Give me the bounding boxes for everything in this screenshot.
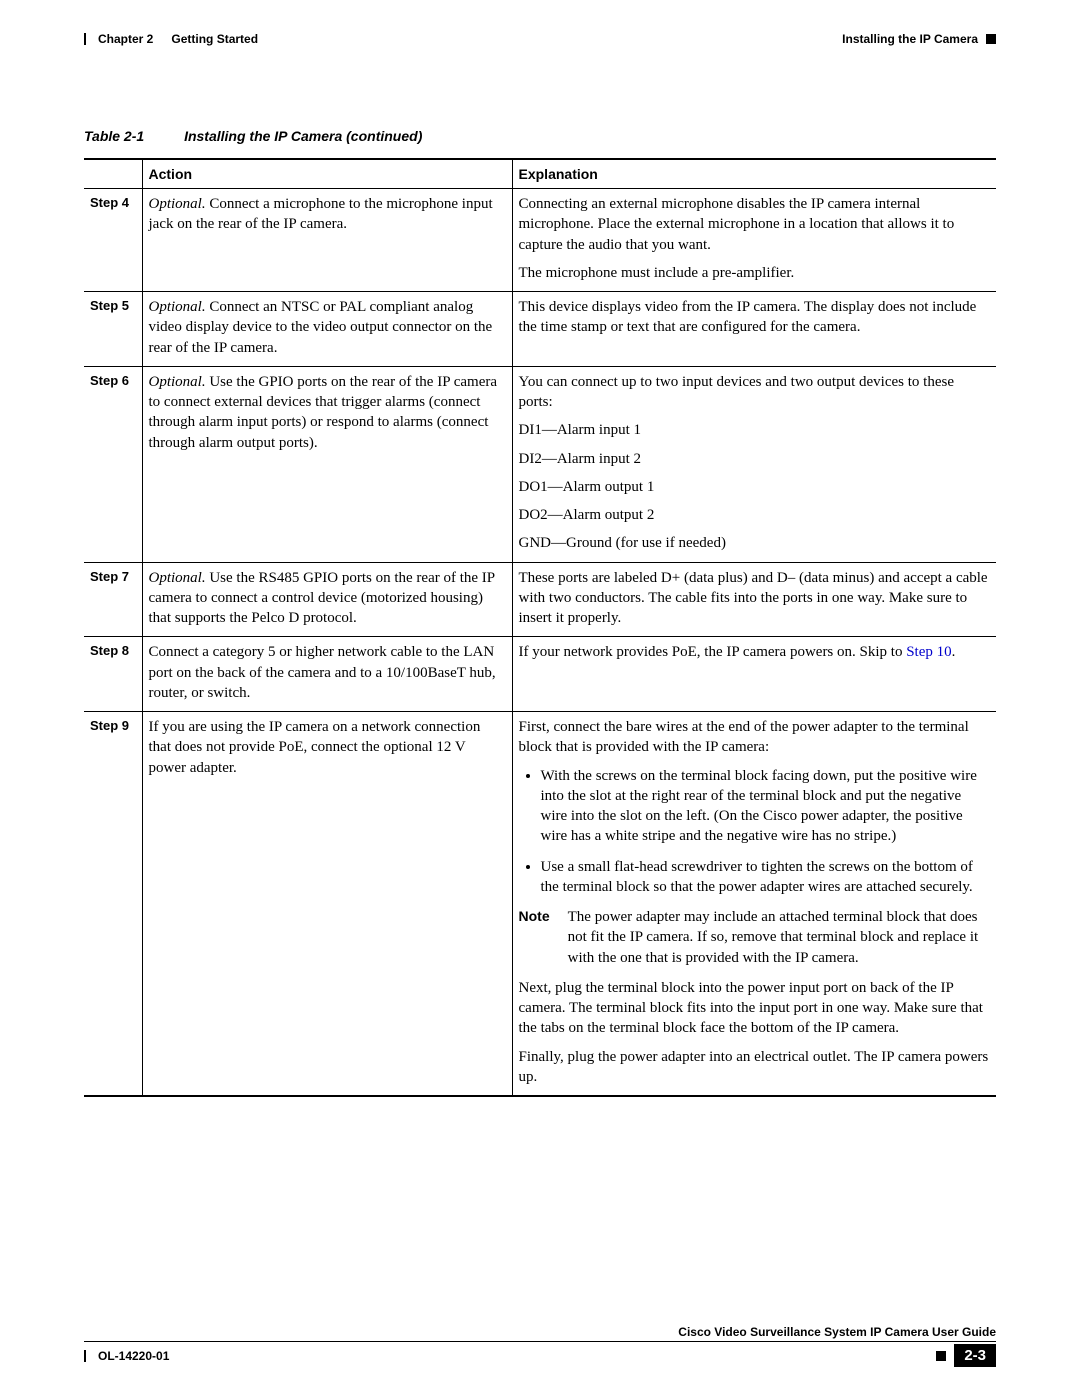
action-cell: Optional. Use the RS485 GPIO ports on th…	[142, 562, 512, 637]
explanation-text: .	[952, 644, 956, 660]
install-table: Action Explanation Step 4 Optional. Conn…	[84, 158, 996, 1097]
guide-title-text: Cisco Video Surveillance System IP Camer…	[678, 1325, 996, 1339]
optional-label: Optional.	[149, 374, 206, 390]
table-title: Installing the IP Camera (continued)	[184, 128, 422, 144]
step-link[interactable]: Step 10	[906, 644, 951, 660]
bullet-list: With the screws on the terminal block fa…	[519, 766, 991, 898]
optional-label: Optional.	[149, 570, 206, 586]
step-label: Step 7	[84, 562, 142, 637]
header-rule-left	[84, 33, 90, 45]
action-text: Connect a category 5 or higher network c…	[149, 644, 496, 701]
table-number: Table 2-1	[84, 128, 180, 144]
explanation-text: You can connect up to two input devices …	[519, 372, 991, 413]
col-explanation: Explanation	[512, 159, 996, 189]
step-label: Step 8	[84, 637, 142, 712]
note-text: The power adapter may include an attache…	[568, 907, 990, 968]
explanation-text: This device displays video from the IP c…	[519, 297, 991, 338]
header-mark-icon	[986, 34, 996, 44]
chapter-title: Getting Started	[161, 32, 258, 46]
footer-mark-icon	[936, 1351, 946, 1361]
action-cell: Connect a category 5 or higher network c…	[142, 637, 512, 712]
explanation-text: These ports are labeled D+ (data plus) a…	[519, 568, 991, 629]
step-label: Step 5	[84, 292, 142, 367]
explanation-cell: Connecting an external microphone disabl…	[512, 189, 996, 292]
explanation-text: Next, plug the terminal block into the p…	[519, 978, 991, 1039]
table-row: Step 9 If you are using the IP camera on…	[84, 712, 996, 1097]
port-label: DI2—Alarm input 2	[519, 449, 991, 469]
header-left: Chapter 2 Getting Started	[84, 32, 258, 46]
page-footer: Cisco Video Surveillance System IP Camer…	[84, 1325, 996, 1367]
explanation-cell: First, connect the bare wires at the end…	[512, 712, 996, 1097]
optional-label: Optional.	[149, 196, 206, 212]
table-row: Step 8 Connect a category 5 or higher ne…	[84, 637, 996, 712]
step-label: Step 9	[84, 712, 142, 1097]
port-label: DO1—Alarm output 1	[519, 477, 991, 497]
explanation-text: Finally, plug the power adapter into an …	[519, 1047, 991, 1088]
header-right: Installing the IP Camera	[842, 32, 996, 46]
action-cell: Optional. Connect an NTSC or PAL complia…	[142, 292, 512, 367]
col-action: Action	[142, 159, 512, 189]
step-label: Step 4	[84, 189, 142, 292]
explanation-cell: These ports are labeled D+ (data plus) a…	[512, 562, 996, 637]
list-item: Use a small flat-head screwdriver to tig…	[541, 857, 991, 898]
action-text: If you are using the IP camera on a netw…	[149, 719, 481, 776]
doc-id-text: OL-14220-01	[98, 1349, 169, 1363]
footer-rule-left	[84, 1350, 90, 1362]
table-row: Step 4 Optional. Connect a microphone to…	[84, 189, 996, 292]
table-row: Step 6 Optional. Use the GPIO ports on t…	[84, 366, 996, 562]
port-label: GND—Ground (for use if needed)	[519, 533, 991, 553]
chapter-label: Chapter 2	[98, 32, 153, 46]
col-step	[84, 159, 142, 189]
port-label: DO2—Alarm output 2	[519, 505, 991, 525]
footer-guide-title: Cisco Video Surveillance System IP Camer…	[84, 1325, 996, 1342]
content-area: Table 2-1 Installing the IP Camera (cont…	[84, 128, 996, 1097]
table-row: Step 7 Optional. Use the RS485 GPIO port…	[84, 562, 996, 637]
list-item: With the screws on the terminal block fa…	[541, 766, 991, 847]
optional-label: Optional.	[149, 299, 206, 315]
explanation-cell: If your network provides PoE, the IP cam…	[512, 637, 996, 712]
table-caption: Table 2-1 Installing the IP Camera (cont…	[84, 128, 996, 144]
page-header: Chapter 2 Getting Started Installing the…	[84, 32, 996, 46]
section-title: Installing the IP Camera	[842, 32, 978, 46]
note-label: Note	[519, 907, 550, 968]
explanation-cell: This device displays video from the IP c…	[512, 292, 996, 367]
action-cell: Optional. Connect a microphone to the mi…	[142, 189, 512, 292]
explanation-text: First, connect the bare wires at the end…	[519, 717, 991, 758]
explanation-cell: You can connect up to two input devices …	[512, 366, 996, 562]
port-label: DI1—Alarm input 1	[519, 420, 991, 440]
step-label: Step 6	[84, 366, 142, 562]
note-block: Note The power adapter may include an at…	[519, 907, 991, 968]
explanation-text: The microphone must include a pre-amplif…	[519, 263, 991, 283]
table-row: Step 5 Optional. Connect an NTSC or PAL …	[84, 292, 996, 367]
explanation-text: Connecting an external microphone disabl…	[519, 194, 991, 255]
footer-doc-id: OL-14220-01	[84, 1349, 169, 1363]
action-cell: If you are using the IP camera on a netw…	[142, 712, 512, 1097]
explanation-text: If your network provides PoE, the IP cam…	[519, 644, 907, 660]
action-cell: Optional. Use the GPIO ports on the rear…	[142, 366, 512, 562]
page-number-badge: 2-3	[954, 1344, 996, 1367]
